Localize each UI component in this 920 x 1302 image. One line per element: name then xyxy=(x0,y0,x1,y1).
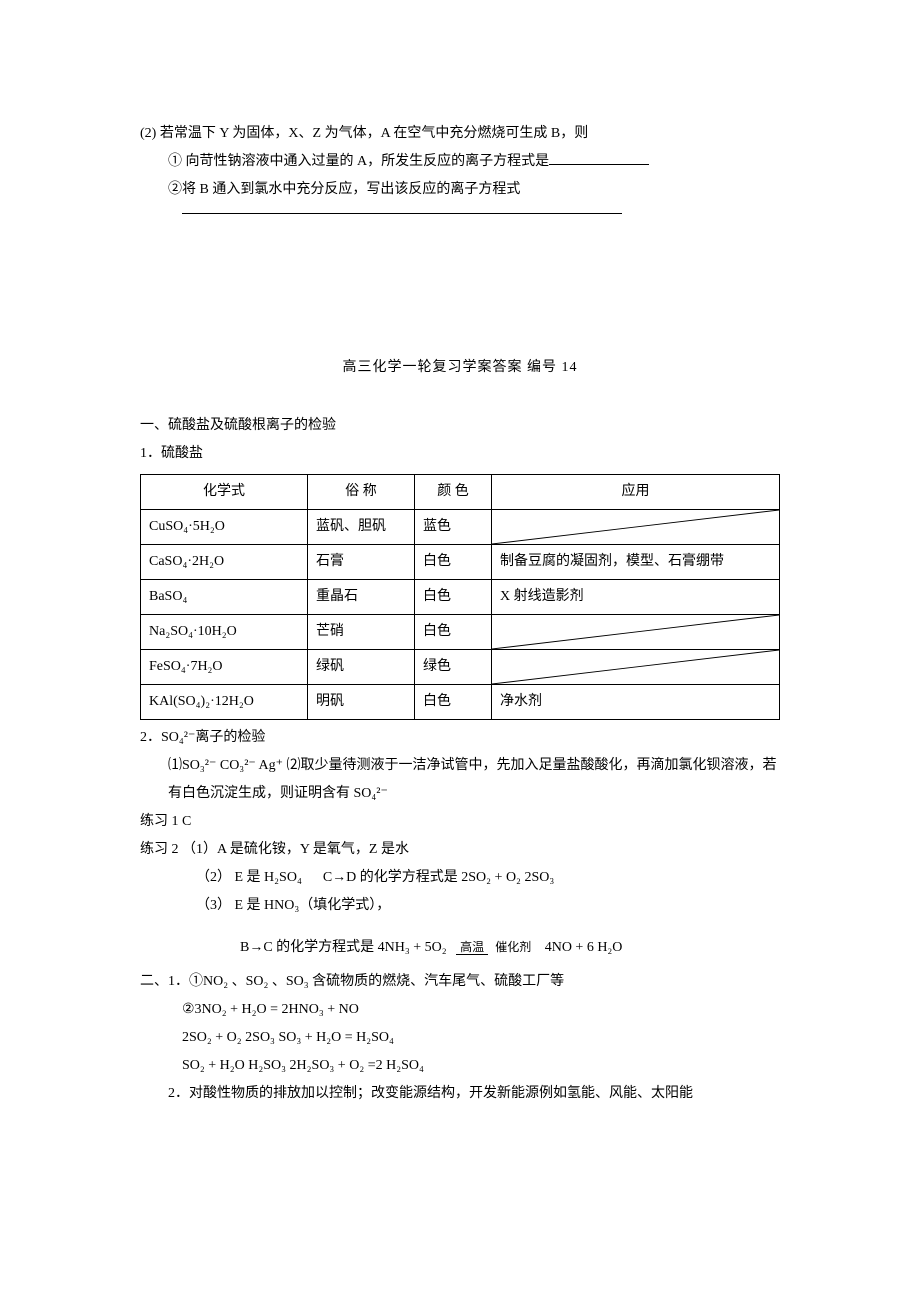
exercise-2-label: 练习 2 xyxy=(140,842,182,857)
cell-common-name: 重晶石 xyxy=(308,580,415,615)
cell-color: 绿色 xyxy=(415,650,492,685)
bc-eq-post: 4NO + 6 H₂O xyxy=(545,940,623,955)
section-2-line1b: ②3NO₂ + H₂O = 2HNO₃ + NO xyxy=(140,996,780,1024)
diagonal-slash-icon xyxy=(492,510,779,544)
answers-title: 高三化学一轮复习学案答案 编号 14 xyxy=(140,354,780,382)
col-header-color: 颜 色 xyxy=(415,475,492,510)
table-header-row: 化学式 俗 称 颜 色 应用 xyxy=(141,475,780,510)
table-row: CuSO₄·5H₂O蓝矾、胆矾蓝色 xyxy=(141,510,780,545)
section-2-eq1: 2SO₂ + O₂ 2SO₃ SO₃ + H₂O = H₂SO₄ xyxy=(140,1024,780,1052)
col-header-common: 俗 称 xyxy=(308,475,415,510)
section-1-title: 一、硫酸盐及硫酸根离子的检验 xyxy=(140,412,780,440)
cell-color: 白色 xyxy=(415,545,492,580)
diagonal-slash-icon xyxy=(492,615,779,649)
question-2-sub1-text: ① 向苛性钠溶液中通入过量的 A，所发生反应的离子方程式是 xyxy=(168,154,549,169)
cell-formula: Na₂SO₄·10H₂O xyxy=(141,615,308,650)
cell-use: 制备豆腐的凝固剂，模型、石膏绷带 xyxy=(492,545,780,580)
table-row: FeSO₄·7H₂O绿矾绿色 xyxy=(141,650,780,685)
question-2-sub1: ① 向苛性钠溶液中通入过量的 A，所发生反应的离子方程式是 xyxy=(140,148,780,176)
cell-common-name: 芒硝 xyxy=(308,615,415,650)
cell-formula: CuSO₄·5H₂O xyxy=(141,510,308,545)
cell-color: 白色 xyxy=(415,615,492,650)
cell-use: X 射线造影剂 xyxy=(492,580,780,615)
cell-common-name: 石膏 xyxy=(308,545,415,580)
answer-blank-2 xyxy=(182,212,622,214)
cell-common-name: 明矾 xyxy=(308,685,415,720)
cell-use xyxy=(492,510,780,545)
cond-bot: 催化剂 xyxy=(491,940,535,954)
section-2-eq2: SO₂ + H₂O H₂SO₃ 2H₂SO₃ + O₂ =2 H₂SO₄ xyxy=(140,1052,780,1080)
question-2-stem: (2) 若常温下 Y 为固体，X、Z 为气体，A 在空气中充分燃烧可生成 B，则 xyxy=(140,120,780,148)
exercise-2-part2: （2） E 是 H₂SO₄ C→D 的化学方程式是 2SO₂ + O₂ 2SO₃ xyxy=(140,864,780,892)
cell-common-name: 绿矾 xyxy=(308,650,415,685)
table-row: Na₂SO₄·10H₂O芒硝白色 xyxy=(141,615,780,650)
exercise-2-part2a: （2） E 是 H₂SO₄ xyxy=(196,870,302,885)
exercise-2-bc-equation: B→C 的化学方程式是 4NH₃ + 5O₂ 高温 催化剂 4NO + 6 H₂… xyxy=(140,934,780,962)
diagonal-slash-icon xyxy=(492,650,779,684)
table-row: CaSO₄·2H₂O石膏白色制备豆腐的凝固剂，模型、石膏绷带 xyxy=(141,545,780,580)
cell-color: 蓝色 xyxy=(415,510,492,545)
section-2-line1: 二、1．①NO₂ 、SO₂ 、SO₃ 含硫物质的燃烧、汽车尾气、硫酸工厂等 xyxy=(140,968,780,996)
cell-use: 净水剂 xyxy=(492,685,780,720)
cell-color: 白色 xyxy=(415,685,492,720)
answer-blank-1 xyxy=(549,164,649,165)
reaction-condition: 高温 催化剂 xyxy=(456,941,535,954)
col-header-formula: 化学式 xyxy=(141,475,308,510)
cell-formula: CaSO₄·2H₂O xyxy=(141,545,308,580)
cell-color: 白色 xyxy=(415,580,492,615)
cell-use xyxy=(492,650,780,685)
table-row: BaSO₄重晶石白色X 射线造影剂 xyxy=(141,580,780,615)
exercise-2-part1: （1）A 是硫化铵，Y 是氧气，Z 是水 xyxy=(182,842,409,857)
exercise-2-row1: 练习 2 （1）A 是硫化铵，Y 是氧气，Z 是水 xyxy=(140,836,780,864)
cell-formula: FeSO₄·7H₂O xyxy=(141,650,308,685)
section-2-line2: 2．对酸性物质的排放加以控制；改变能源结构，开发新能源例如氢能、风能、太阳能 xyxy=(140,1080,780,1108)
exercise-1: 练习 1 C xyxy=(140,808,780,836)
cell-formula: KAl(SO₄)₂·12H₂O xyxy=(141,685,308,720)
section-1-2-text: ⑴SO₃²⁻ CO₃²⁻ Ag⁺ ⑵取少量待测液于一洁净试管中，先加入足量盐酸酸… xyxy=(140,752,780,808)
document-page: (2) 若常温下 Y 为固体，X、Z 为气体，A 在空气中充分燃烧可生成 B，则… xyxy=(0,0,920,1188)
cell-use xyxy=(492,615,780,650)
question-2-sub2: ②将 B 通入到氯水中充分反应，写出该反应的离子方程式 xyxy=(140,176,780,204)
col-header-use: 应用 xyxy=(492,475,780,510)
section-1-1-label: 1．硫酸盐 xyxy=(140,440,780,468)
cond-top: 高温 xyxy=(456,940,488,955)
exercise-2-part3: （3） E 是 HNO₃（填化学式）， xyxy=(140,892,780,920)
cell-common-name: 蓝矾、胆矾 xyxy=(308,510,415,545)
bc-eq-pre: B→C 的化学方程式是 4NH₃ + 5O₂ xyxy=(240,940,447,955)
cell-formula: BaSO₄ xyxy=(141,580,308,615)
sulfate-table: 化学式 俗 称 颜 色 应用 CuSO₄·5H₂O蓝矾、胆矾蓝色CaSO₄·2H… xyxy=(140,474,780,720)
table-row: KAl(SO₄)₂·12H₂O明矾白色净水剂 xyxy=(141,685,780,720)
section-1-2-label: 2．SO₄²⁻离子的检验 xyxy=(140,724,780,752)
exercise-2-part2b: C→D 的化学方程式是 2SO₂ + O₂ 2SO₃ xyxy=(323,870,554,885)
